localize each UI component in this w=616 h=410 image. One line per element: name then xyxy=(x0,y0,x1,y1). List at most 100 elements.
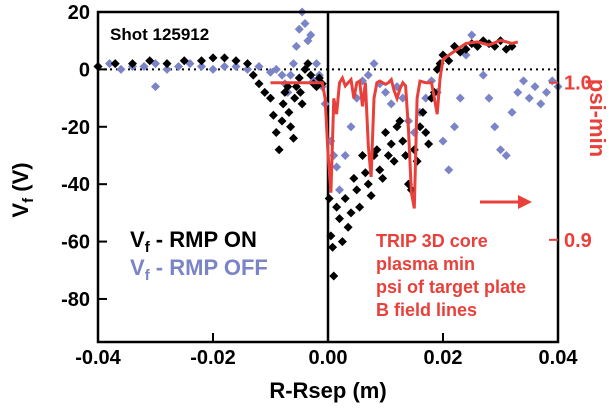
rmp-on-point xyxy=(283,82,293,92)
rmp-on-point xyxy=(418,107,428,117)
x-tick-label: -0.04 xyxy=(75,347,121,369)
rmp-off-point xyxy=(197,62,206,72)
y-axis-label-main: V xyxy=(8,203,33,218)
rmp-on-point xyxy=(358,150,367,160)
rmp-off-point xyxy=(116,64,126,74)
y-axis-label-sub: f xyxy=(20,197,37,203)
y-tick-label: -80 xyxy=(61,289,90,311)
rmp-off-point xyxy=(455,93,465,103)
rmp-off-point xyxy=(450,122,459,132)
rmp-off-point xyxy=(444,165,454,175)
rmp-on-point xyxy=(208,53,218,63)
rmp-on-point xyxy=(337,237,347,247)
legend-rmp-on-rest: - RMP ON xyxy=(150,227,257,252)
trip-annotation: TRIP 3D core plasma min psi of target pl… xyxy=(376,195,532,320)
rmp-on-point xyxy=(360,168,370,178)
y-tick-label: 20 xyxy=(68,2,90,24)
rmp-on-point xyxy=(284,107,294,117)
rmp-on-point xyxy=(220,53,229,63)
y-tick-label: -40 xyxy=(61,174,90,196)
rmp-on-point xyxy=(231,56,241,66)
y2-tick-label: 0.9 xyxy=(564,230,592,252)
rmp-off-point xyxy=(294,24,304,34)
rmp-off-point xyxy=(286,70,296,80)
rmp-off-point xyxy=(105,59,114,69)
series-layer xyxy=(93,7,563,281)
x-tick-label: 0.02 xyxy=(424,347,463,369)
rmp-off-point xyxy=(139,62,149,72)
rmp-on-point xyxy=(343,222,353,232)
x-axis-label: R-Rsep (m) xyxy=(269,378,386,403)
legend: Vf - RMP ON Vf - RMP OFF xyxy=(130,227,268,284)
y-axis-label: Vf (V) xyxy=(8,162,37,217)
rmp-on-point xyxy=(378,173,388,183)
rmp-off-point xyxy=(484,93,494,103)
rmp-on-point xyxy=(389,156,399,166)
x-tick-label: -0.02 xyxy=(190,347,236,369)
rmp-on-point xyxy=(335,214,344,224)
rmp-off-point xyxy=(369,59,379,69)
rmp-on-point xyxy=(243,59,252,69)
rmp-on-point xyxy=(349,173,359,183)
rmp-on-point xyxy=(295,87,305,97)
rmp-on-point xyxy=(324,194,334,204)
rmp-on-point xyxy=(278,99,288,109)
rmp-on-point xyxy=(340,194,350,204)
trip-note-line-4: B field lines xyxy=(376,300,477,320)
rmp-on-point xyxy=(326,231,336,241)
rmp-off-point xyxy=(162,64,172,74)
rmp-off-point xyxy=(220,62,229,72)
rmp-on-point xyxy=(260,87,270,97)
shot-annotation: Shot 125912 xyxy=(110,25,209,44)
rmp-off-point xyxy=(243,64,252,74)
rmp-on-point xyxy=(179,56,189,66)
axes-layer: -0.04 -0.02 0.00 0.02 0.04 20 0 -20 -40 -60 -80 1.0… xyxy=(61,2,592,369)
rmp-on-point xyxy=(277,116,287,126)
rmp-off-point xyxy=(386,99,396,109)
rmp-off-point xyxy=(289,59,298,69)
trip-note-line-3: psi of target plate xyxy=(376,277,526,297)
rmp-off-point xyxy=(151,82,160,92)
trip-note-line-1: TRIP 3D core xyxy=(376,231,488,251)
rmp-on-point xyxy=(424,139,434,149)
rmp-on-point xyxy=(289,133,298,143)
y-tick-label: -60 xyxy=(61,232,90,254)
rmp-on-point xyxy=(274,145,284,155)
rmp-off-point xyxy=(507,107,517,117)
rmp-off-point xyxy=(208,64,218,74)
rmp-off-point xyxy=(513,87,523,97)
rmp-off-point xyxy=(381,87,390,97)
rmp-off-point xyxy=(421,93,431,103)
legend-entry-rmp-on: Vf - RMP ON xyxy=(130,227,257,256)
rmp-off-point xyxy=(524,93,534,103)
reference-lines xyxy=(98,12,558,342)
rmp-off-point xyxy=(490,122,500,132)
rmp-on-point xyxy=(271,128,281,138)
rmp-on-point xyxy=(248,70,258,80)
rmp-on-point xyxy=(383,150,393,160)
rmp-on-point xyxy=(398,136,408,146)
rmp-off-point xyxy=(254,62,264,72)
rmp-off-point xyxy=(536,99,546,109)
rmp-off-point xyxy=(306,30,316,40)
rmp-on-point xyxy=(303,59,313,69)
rmp-on-point xyxy=(329,271,339,281)
rmp-off-point xyxy=(277,70,287,80)
rmp-off-point xyxy=(332,162,342,172)
rmp-on-point xyxy=(461,44,471,54)
rmp-on-point xyxy=(401,150,411,160)
rmp-on-point xyxy=(254,79,264,89)
rmp-on-point xyxy=(346,208,356,218)
y-tick-label: -20 xyxy=(61,117,90,139)
y2-axis-label: psi-min xyxy=(585,79,610,157)
rmp-on-point xyxy=(381,128,390,138)
y2-tick-label: 1.0 xyxy=(564,73,592,95)
rmp-off-point xyxy=(312,59,321,69)
rmp-on-point xyxy=(372,145,382,155)
rmp-off-point xyxy=(335,185,344,195)
rmp-off-point xyxy=(542,87,551,97)
rmp-off-point xyxy=(438,136,448,146)
rmp-on-point xyxy=(386,139,396,149)
rmp-on-point xyxy=(268,110,278,120)
